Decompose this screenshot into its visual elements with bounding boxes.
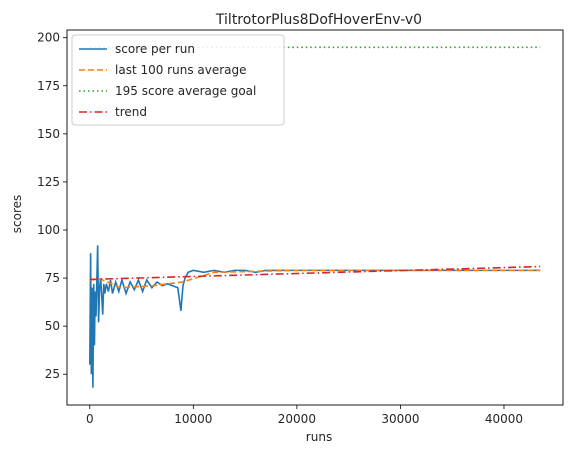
legend-box [71, 34, 285, 126]
y-tick-label: 200 [37, 31, 60, 45]
legend-label-3: 195 score average goal [115, 84, 256, 98]
x-tick-label: 30000 [381, 412, 419, 426]
x-tick-label: 0 [86, 412, 94, 426]
y-axis-label: scores [10, 195, 24, 234]
x-tick-label: 20000 [278, 412, 316, 426]
chart-title: TiltrotorPlus8DofHoverEnv-v0 [215, 12, 422, 28]
series-line-4 [89, 265, 541, 281]
x-axis-label: runs [306, 430, 332, 444]
y-tick-label: 175 [37, 79, 60, 93]
x-tick-label: 10000 [174, 412, 212, 426]
y-tick-label: 150 [37, 127, 60, 141]
legend-label-1: score per run [115, 42, 195, 56]
x-tick-label: 40000 [485, 412, 523, 426]
series-layer [88, 46, 541, 388]
legend-label-4: trend [115, 105, 147, 119]
series-line-1 [88, 245, 541, 388]
plot-frame [66, 29, 564, 406]
y-tick-label: 75 [45, 271, 60, 285]
y-tick-label: 125 [37, 175, 60, 189]
y-tick-label: 100 [37, 223, 60, 237]
y-tick-label: 50 [45, 319, 60, 333]
series-line-2 [89, 269, 541, 289]
legend: score per run last 100 runs average 195 sc… [71, 34, 285, 126]
y-tick-label: 25 [45, 367, 60, 381]
y-axis: 25 50 75 100 125 150 175 200 [37, 31, 67, 381]
legend-label-2: last 100 runs average [115, 63, 247, 77]
x-axis: 0 10000 20000 30000 40000 [86, 405, 523, 426]
